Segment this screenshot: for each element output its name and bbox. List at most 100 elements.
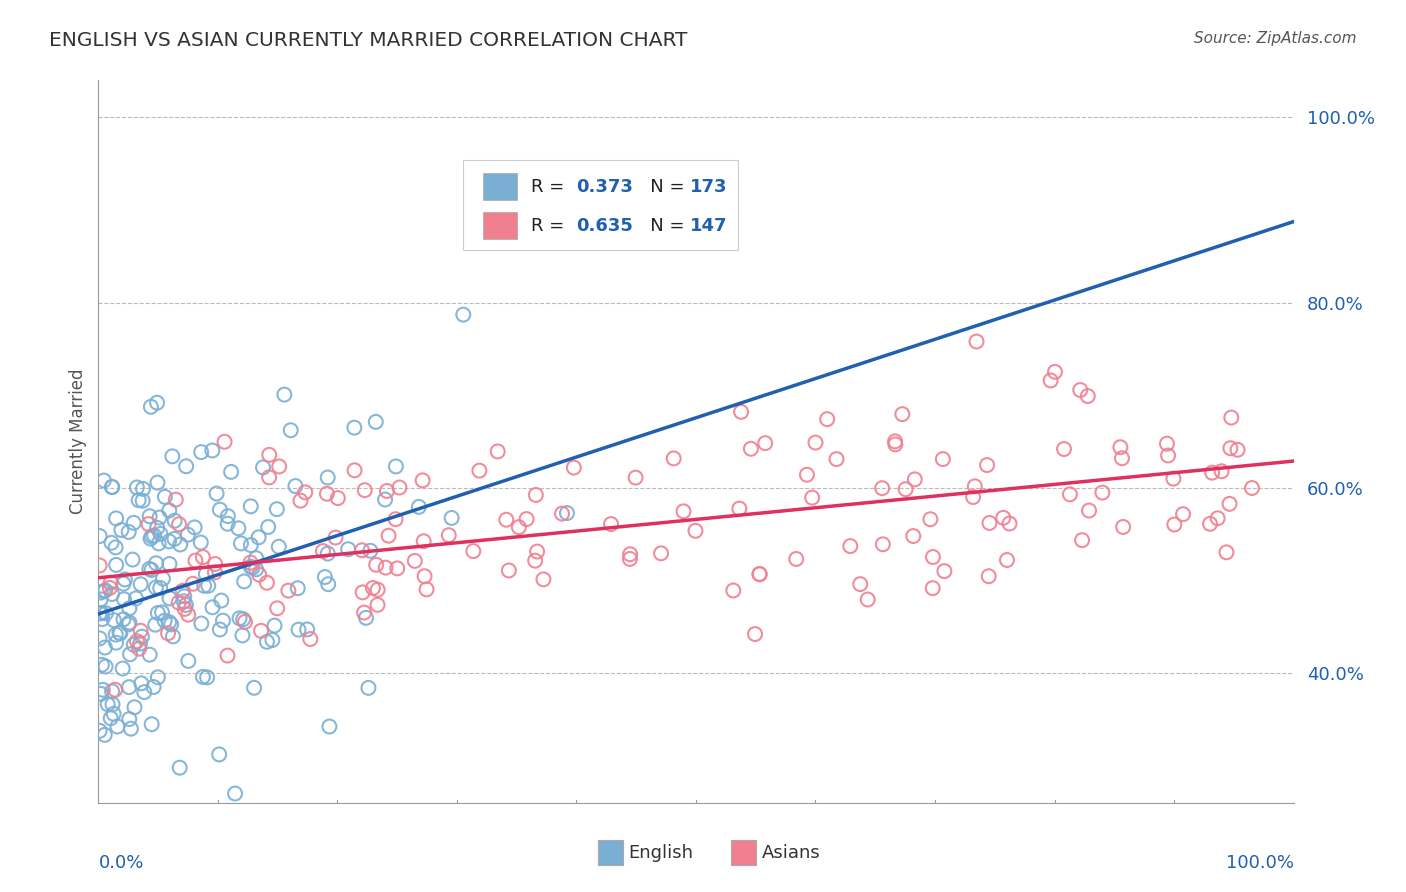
- Point: [366, 558, 388, 572]
- Point: [1218, 497, 1240, 511]
- Point: [100, 575, 122, 590]
- Point: [962, 490, 984, 504]
- Point: [118, 601, 141, 615]
- Point: [118, 524, 141, 539]
- Point: [197, 579, 219, 593]
- Point: [685, 524, 707, 538]
- Point: [650, 546, 672, 560]
- Point: [377, 529, 399, 543]
- Text: 0.635: 0.635: [576, 217, 633, 235]
- Point: [839, 539, 862, 553]
- Point: [299, 632, 322, 646]
- Point: [104, 682, 127, 697]
- Point: [744, 627, 766, 641]
- Point: [318, 719, 340, 733]
- Point: [149, 527, 172, 541]
- Point: [894, 482, 917, 496]
- Point: [325, 531, 347, 545]
- Point: [91, 682, 114, 697]
- Text: ENGLISH VS ASIAN CURRENTLY MARRIED CORRELATION CHART: ENGLISH VS ASIAN CURRENTLY MARRIED CORRE…: [49, 31, 688, 50]
- Point: [157, 615, 180, 630]
- Point: [131, 493, 153, 508]
- Point: [172, 583, 194, 598]
- Point: [141, 529, 163, 543]
- Point: [146, 395, 169, 409]
- Point: [440, 511, 463, 525]
- Point: [157, 503, 180, 517]
- Point: [169, 537, 191, 551]
- Text: English: English: [628, 844, 693, 862]
- Point: [903, 529, 925, 543]
- Point: [162, 450, 184, 464]
- Point: [976, 458, 998, 472]
- Point: [167, 517, 190, 532]
- Point: [91, 612, 114, 626]
- Point: [124, 700, 146, 714]
- Point: [256, 635, 278, 649]
- Point: [125, 591, 148, 606]
- Point: [619, 552, 641, 566]
- Point: [740, 442, 762, 456]
- FancyBboxPatch shape: [484, 212, 517, 239]
- Point: [801, 491, 824, 505]
- Point: [364, 415, 387, 429]
- Point: [354, 611, 377, 625]
- Point: [145, 556, 167, 570]
- Point: [141, 563, 163, 577]
- Point: [1112, 520, 1135, 534]
- Point: [1226, 442, 1249, 457]
- Point: [785, 552, 807, 566]
- Point: [173, 590, 195, 604]
- Point: [932, 452, 955, 467]
- Point: [468, 464, 491, 478]
- Point: [239, 559, 262, 574]
- Point: [257, 470, 280, 484]
- Point: [122, 516, 145, 530]
- Point: [353, 606, 375, 620]
- Point: [993, 511, 1015, 525]
- Point: [555, 506, 578, 520]
- Point: [112, 576, 135, 591]
- Point: [184, 553, 207, 567]
- Point: [120, 722, 142, 736]
- Point: [672, 504, 695, 518]
- Point: [101, 480, 124, 494]
- Point: [101, 684, 124, 698]
- Point: [217, 509, 239, 524]
- Point: [129, 636, 152, 650]
- Point: [110, 523, 132, 537]
- Point: [177, 654, 200, 668]
- Point: [723, 583, 745, 598]
- Point: [138, 509, 160, 524]
- Point: [343, 420, 366, 434]
- Point: [256, 575, 278, 590]
- Point: [159, 557, 181, 571]
- Point: [208, 623, 231, 637]
- Point: [125, 480, 148, 494]
- Point: [252, 460, 274, 475]
- Point: [1109, 440, 1132, 454]
- Point: [849, 577, 872, 591]
- Text: Source: ZipAtlas.com: Source: ZipAtlas.com: [1194, 31, 1357, 46]
- Point: [141, 717, 163, 731]
- Point: [1157, 449, 1180, 463]
- Point: [224, 787, 246, 801]
- Point: [239, 556, 262, 570]
- Point: [228, 521, 250, 535]
- Point: [239, 500, 262, 514]
- Point: [1156, 436, 1178, 450]
- Point: [247, 567, 270, 582]
- Point: [90, 687, 112, 701]
- Point: [1240, 481, 1263, 495]
- Point: [190, 616, 212, 631]
- Point: [312, 544, 335, 558]
- Point: [350, 543, 373, 558]
- Point: [1215, 545, 1237, 559]
- Point: [93, 728, 115, 742]
- Point: [228, 611, 250, 625]
- Point: [177, 607, 200, 622]
- Point: [815, 412, 838, 426]
- Point: [375, 483, 398, 498]
- Point: [103, 706, 125, 721]
- Point: [128, 641, 150, 656]
